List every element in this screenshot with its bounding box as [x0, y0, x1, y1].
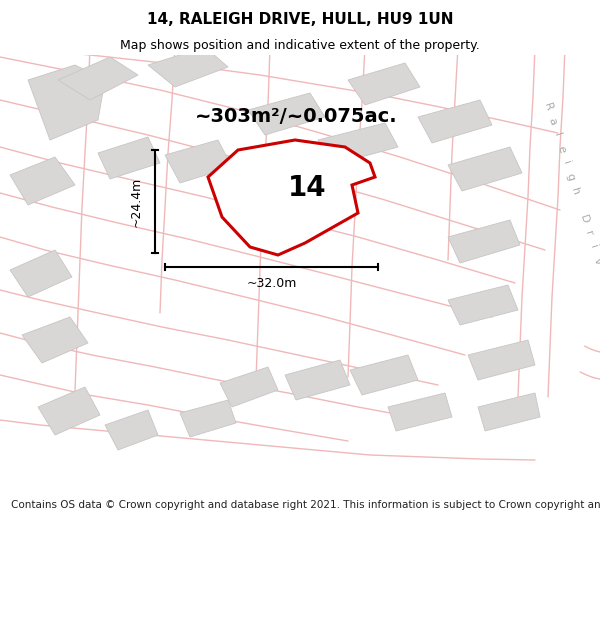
Text: ~303m²/~0.075ac.: ~303m²/~0.075ac.	[195, 107, 398, 126]
Polygon shape	[220, 367, 278, 407]
Polygon shape	[22, 317, 88, 363]
Polygon shape	[248, 93, 325, 135]
Polygon shape	[448, 220, 520, 263]
Text: h: h	[569, 186, 581, 196]
Text: e: e	[556, 144, 568, 154]
Polygon shape	[38, 387, 100, 435]
Text: R: R	[542, 102, 554, 112]
Polygon shape	[28, 65, 105, 140]
Polygon shape	[98, 137, 160, 179]
Text: 14: 14	[289, 174, 327, 202]
Text: Contains OS data © Crown copyright and database right 2021. This information is : Contains OS data © Crown copyright and d…	[11, 500, 600, 510]
Polygon shape	[348, 63, 420, 105]
Polygon shape	[468, 340, 535, 380]
Polygon shape	[350, 355, 418, 395]
Polygon shape	[388, 393, 452, 431]
Polygon shape	[478, 393, 540, 431]
Polygon shape	[285, 360, 350, 400]
Text: v: v	[592, 256, 600, 266]
Text: g: g	[565, 172, 577, 182]
Polygon shape	[10, 157, 75, 205]
Polygon shape	[448, 147, 522, 191]
Polygon shape	[448, 285, 518, 325]
Polygon shape	[180, 400, 236, 437]
Text: 14, RALEIGH DRIVE, HULL, HU9 1UN: 14, RALEIGH DRIVE, HULL, HU9 1UN	[147, 12, 453, 27]
Text: i: i	[561, 160, 571, 166]
Text: i: i	[588, 244, 598, 250]
Text: D: D	[578, 213, 590, 224]
Polygon shape	[105, 410, 158, 450]
Text: l: l	[552, 132, 562, 138]
Text: e: e	[596, 270, 600, 280]
Polygon shape	[208, 140, 375, 255]
Text: Map shows position and indicative extent of the property.: Map shows position and indicative extent…	[120, 39, 480, 51]
Polygon shape	[10, 250, 72, 297]
Text: a: a	[547, 116, 559, 126]
Text: r: r	[583, 229, 594, 237]
Polygon shape	[58, 57, 138, 100]
Text: ~32.0m: ~32.0m	[247, 277, 296, 290]
Polygon shape	[148, 47, 228, 87]
Polygon shape	[165, 140, 232, 183]
Text: ~24.4m: ~24.4m	[130, 176, 143, 227]
Polygon shape	[318, 123, 398, 165]
Polygon shape	[418, 100, 492, 143]
